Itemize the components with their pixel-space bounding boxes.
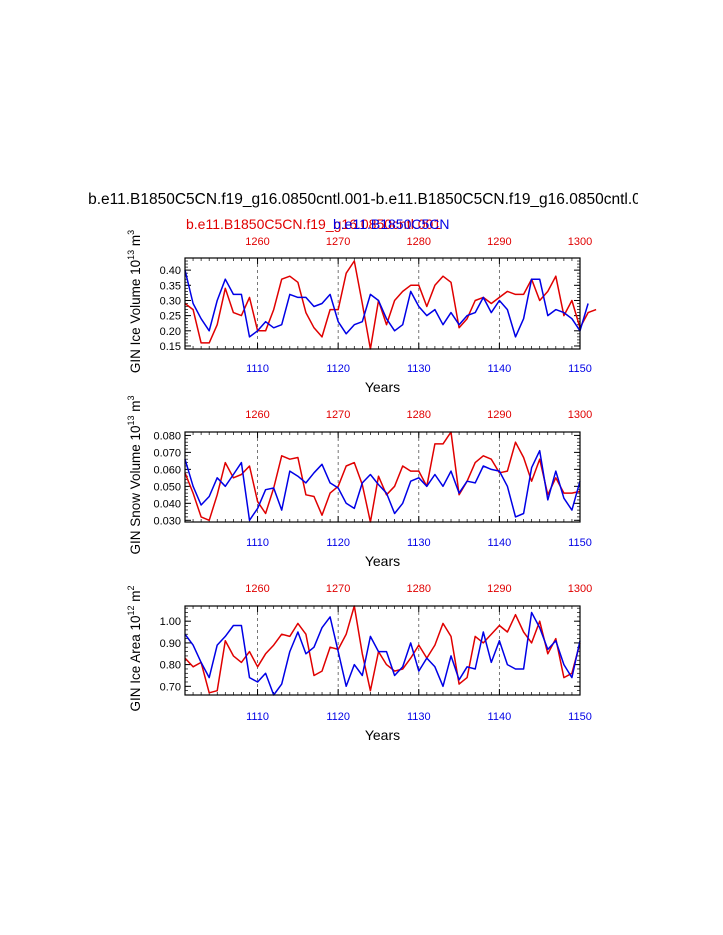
x-tick-label-top: 1290 [487,409,511,421]
y-tick-label: 0.050 [153,481,181,493]
y-tick-label: 0.060 [153,464,181,476]
x-tick-label-bottom: 1130 [407,711,431,723]
figure-title: Mean b.e11.B1850C5CN.f19_g16.0850cntl.00… [85,190,638,216]
x-tick-label-bottom: 1110 [246,363,269,375]
x-tick-label-top: 1290 [487,583,511,595]
y-tick-label: 0.35 [160,280,181,292]
y-tick-label: 0.20 [160,326,181,338]
x-tick-label-top: 1260 [245,583,269,595]
y-tick-label: 0.25 [160,311,181,323]
x-tick-label-bottom: 1130 [407,537,431,549]
y-tick-label: 0.90 [160,638,181,650]
x-tick-label-bottom: 1120 [326,363,350,375]
panel-3: 1110 1120 1130 1140 1150 1260 1270 1280 1290 1300… [126,583,592,743]
series-line-blue [184,449,581,522]
x-tick-label-top: 1260 [245,236,269,248]
y-tick-label: 1.00 [160,616,181,628]
y-tick-label: 0.40 [160,265,181,277]
x-axis-label: Years [365,553,400,569]
x-tick-label-top: 1300 [568,236,592,248]
x-tick-label-bottom: 1140 [488,711,512,723]
y-axis-label: GIN Ice Area 1012 m2 [126,585,143,711]
x-tick-label-bottom: 1150 [568,363,592,375]
plot-frame [184,431,581,523]
y-tick-label: 0.30 [160,295,181,307]
y-axis-label: GIN Ice Volume 1013 m3 [126,230,143,373]
x-tick-label-bottom: 1120 [326,537,350,549]
y-axis-label: GIN Snow Volume 1013 m3 [126,395,143,554]
case1-label: b.e11.B1850C5CN.f19_g16.0850cntl.001 [186,216,442,232]
x-tick-label-bottom: 1110 [246,711,269,723]
figure-title-text: Mean b.e11.B1850C5CN.f19_g16.0850cntl.00… [85,191,638,208]
panel-1: 1110 1120 1130 1140 1150 1260 1270 1280 1290 1300… [126,230,597,395]
x-tick-label-bottom: 1110 [246,537,269,549]
y-tick-label: 0.080 [153,430,181,442]
y-tick-label: 0.80 [160,660,181,672]
x-axis-label: Years [365,379,400,395]
series-line-red [184,260,597,350]
x-tick-label-top: 1260 [245,409,269,421]
x-tick-label-bottom: 1150 [568,711,592,723]
y-tick-label: 0.70 [160,681,181,693]
x-tick-label-top: 1280 [407,409,431,421]
case2-label: b.e11.B1850C5CN [333,216,450,232]
x-tick-label-top: 1300 [568,409,592,421]
panel-2: 1110 1120 1130 1140 1150 1260 1270 1280 1290 1300… [126,395,592,569]
x-tick-label-top: 1280 [407,583,431,595]
x-tick-label-bottom: 1150 [568,537,592,549]
x-tick-label-top: 1270 [326,236,350,248]
series-line-blue [184,269,589,338]
y-tick-label: 0.070 [153,447,181,459]
y-tick-label: 0.030 [153,515,181,527]
x-tick-label-top: 1270 [326,583,350,595]
x-tick-label-top: 1270 [326,409,350,421]
y-tick-label: 0.15 [160,341,181,353]
series-line-red [184,605,581,694]
x-tick-label-top: 1290 [487,236,511,248]
x-tick-label-bottom: 1140 [488,363,512,375]
y-tick-label: 0.040 [153,498,181,510]
x-tick-label-top: 1300 [568,583,592,595]
series-line-blue [184,611,581,696]
plot-frame [184,257,581,350]
plot-frame [184,605,581,696]
x-axis-label: Years [365,727,400,743]
x-tick-label-bottom: 1140 [488,537,512,549]
series-line-red [184,431,581,523]
x-tick-label-top: 1280 [407,236,431,248]
x-tick-label-bottom: 1130 [407,363,431,375]
x-tick-label-bottom: 1120 [326,711,350,723]
